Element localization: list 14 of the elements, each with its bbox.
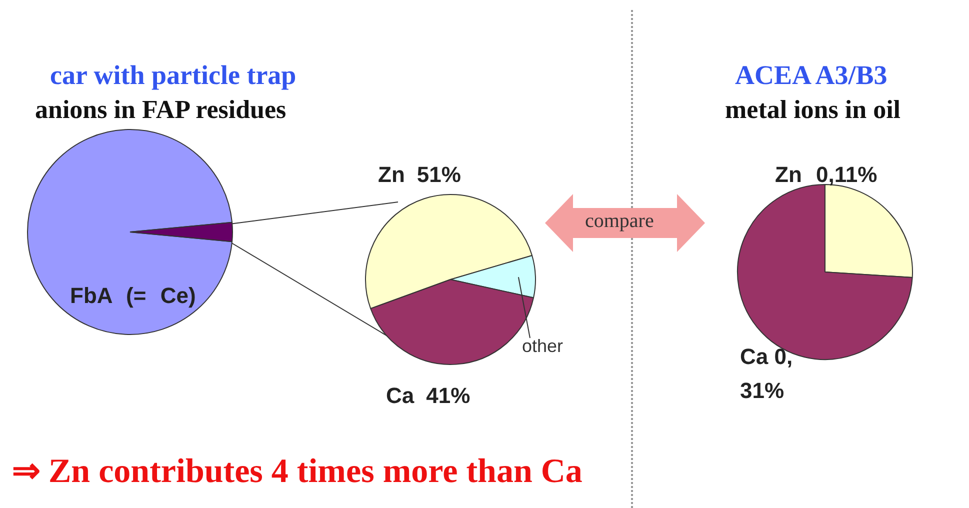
chart-title: car with particle trap bbox=[50, 60, 296, 91]
data-label: 41% bbox=[426, 383, 470, 408]
text: compare bbox=[585, 210, 654, 233]
slice-label: FbA (= Ce) bbox=[70, 283, 196, 309]
slice-label: Zn 0,11% bbox=[775, 162, 878, 188]
slice-label: Zn bbox=[378, 162, 405, 187]
data-label: 51% bbox=[416, 162, 461, 187]
slice-label: other bbox=[522, 336, 564, 357]
chart-title: ACEA A3/B3 bbox=[735, 60, 888, 91]
slice-label: Ca bbox=[386, 383, 414, 408]
chart-subtitle: anions in FAP residues bbox=[35, 95, 286, 125]
slice-label: Ca 0, 31% bbox=[740, 343, 794, 405]
text: ⇒ Zn contributes 4 times more than Ca bbox=[12, 452, 582, 491]
chart-subtitle: metal ions in oil bbox=[725, 95, 901, 125]
